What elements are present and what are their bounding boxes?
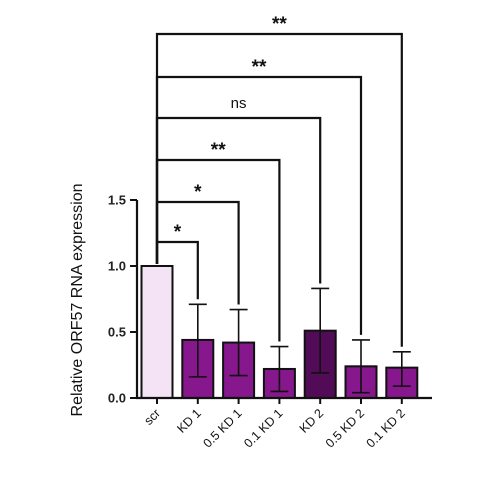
error-bar xyxy=(188,303,207,378)
y-tick-label: 0.5 xyxy=(108,325,126,340)
error-bar xyxy=(229,308,248,377)
x-tick-label: scr xyxy=(141,406,163,428)
significance-label: * xyxy=(174,222,182,243)
error-bar xyxy=(352,339,370,394)
significance-bracket: ** xyxy=(155,14,403,347)
y-tick-label: 1.0 xyxy=(108,259,126,274)
significance-brackets: ****ns**** xyxy=(155,14,403,347)
significance-label: ** xyxy=(252,57,267,78)
error-bar xyxy=(270,345,289,393)
error-bars xyxy=(188,287,411,394)
x-tick-label: 0.5 KD 2 xyxy=(323,406,367,450)
x-tick-label: 0.5 KD 1 xyxy=(200,406,244,450)
y-tick-label: 0.0 xyxy=(108,391,126,406)
significance-label: ** xyxy=(272,14,287,35)
x-tick-label: KD 1 xyxy=(174,406,204,436)
x-tick-label: KD 2 xyxy=(297,406,327,436)
y-tick-label: 1.5 xyxy=(108,193,126,208)
y-axis-title: Relative ORF57 RNA expression xyxy=(69,184,86,417)
error-bar xyxy=(311,287,330,374)
error-bar xyxy=(392,350,411,387)
axes xyxy=(130,199,432,404)
significance-label: * xyxy=(194,182,202,203)
x-tick-label: 0.1 KD 2 xyxy=(364,406,408,450)
significance-label: ns xyxy=(231,95,247,112)
bar-scr xyxy=(140,265,174,399)
significance-bracket: ** xyxy=(155,57,363,335)
significance-label: ** xyxy=(211,140,226,161)
x-tick-label: 0.1 KD 1 xyxy=(241,406,285,450)
